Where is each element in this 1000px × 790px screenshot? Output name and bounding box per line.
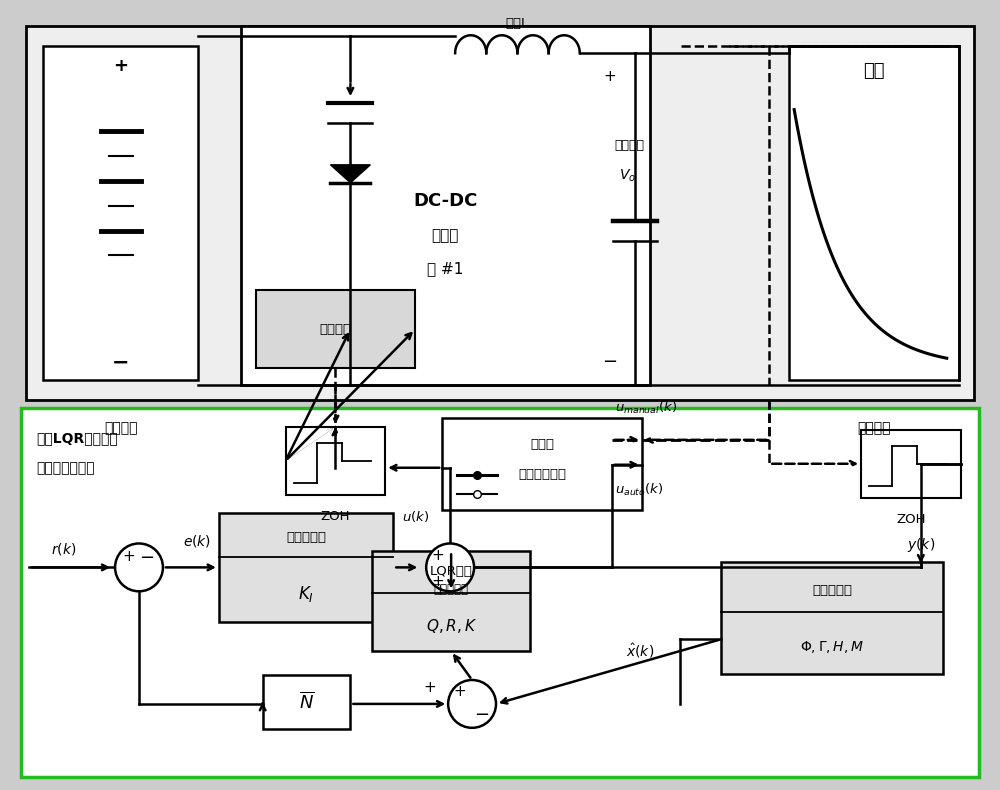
- Text: $u_{auto}(k)$: $u_{auto}(k)$: [615, 482, 663, 498]
- Text: $\overline{N}$: $\overline{N}$: [299, 691, 314, 713]
- Text: $Q,R,K$: $Q,R,K$: [426, 617, 477, 635]
- Text: 输出电压: 输出电压: [615, 139, 645, 152]
- Text: $V_o$: $V_o$: [619, 167, 636, 184]
- Text: +: +: [603, 69, 616, 84]
- Text: +: +: [114, 57, 129, 75]
- Text: 电感L: 电感L: [506, 17, 529, 30]
- Bar: [721, 562, 943, 674]
- Text: $u_{manual}(k)$: $u_{manual}(k)$: [615, 400, 677, 416]
- Text: 控制模式切换: 控制模式切换: [518, 468, 566, 481]
- Text: ZOH: ZOH: [321, 510, 350, 523]
- Text: +: +: [432, 574, 445, 589]
- Text: $u(k)$: $u(k)$: [402, 509, 429, 524]
- Bar: [286, 427, 385, 495]
- Text: +: +: [123, 549, 135, 564]
- Text: ZOH: ZOH: [896, 513, 926, 526]
- Text: DC-DC: DC-DC: [413, 192, 477, 209]
- Bar: [263, 675, 350, 729]
- Text: 最优控制器: 最优控制器: [434, 583, 469, 596]
- Bar: [43, 47, 198, 380]
- Bar: [442, 418, 642, 510]
- Text: 手自动: 手自动: [530, 438, 554, 451]
- Bar: [219, 513, 393, 623]
- Text: 积分控制器: 积分控制器: [286, 531, 326, 544]
- Text: +: +: [424, 680, 437, 695]
- Text: 供电系统: 供电系统: [104, 421, 138, 435]
- Text: +: +: [432, 548, 445, 563]
- Text: 变换器: 变换器: [431, 228, 459, 243]
- Text: 电子负载: 电子负载: [857, 421, 891, 435]
- Text: LQR稳态: LQR稳态: [430, 565, 473, 577]
- Text: 负载: 负载: [863, 62, 885, 80]
- Text: −: −: [474, 706, 490, 724]
- Text: $e(k)$: $e(k)$: [183, 533, 211, 550]
- Text: $\Phi,\Gamma,H,M$: $\Phi,\Gamma,H,M$: [800, 639, 864, 655]
- Circle shape: [426, 544, 474, 591]
- Bar: [241, 26, 650, 385]
- Text: +: +: [454, 684, 466, 699]
- Bar: [26, 26, 974, 400]
- Bar: [256, 291, 415, 368]
- Text: $y(k)$: $y(k)$: [907, 536, 935, 555]
- Text: $\hat{x}(k)$: $\hat{x}(k)$: [626, 642, 655, 660]
- Text: −: −: [139, 549, 155, 567]
- Text: 状态观测器: 状态观测器: [812, 584, 852, 596]
- Text: −: −: [112, 352, 130, 372]
- Circle shape: [448, 680, 496, 728]
- Text: 例 #1: 例 #1: [427, 261, 463, 276]
- Text: −: −: [602, 353, 617, 371]
- Circle shape: [115, 544, 163, 591]
- Text: 基于LQR最优控制: 基于LQR最优控制: [36, 431, 118, 445]
- Bar: [21, 408, 979, 777]
- Polygon shape: [330, 165, 370, 182]
- Text: 门驱动器: 门驱动器: [319, 323, 351, 336]
- Text: 的数字化控制器: 的数字化控制器: [36, 461, 95, 475]
- Text: $r(k)$: $r(k)$: [51, 541, 76, 558]
- Bar: [372, 551, 530, 651]
- Bar: [861, 430, 961, 498]
- Text: $K_I$: $K_I$: [298, 585, 314, 604]
- Bar: [789, 47, 959, 380]
